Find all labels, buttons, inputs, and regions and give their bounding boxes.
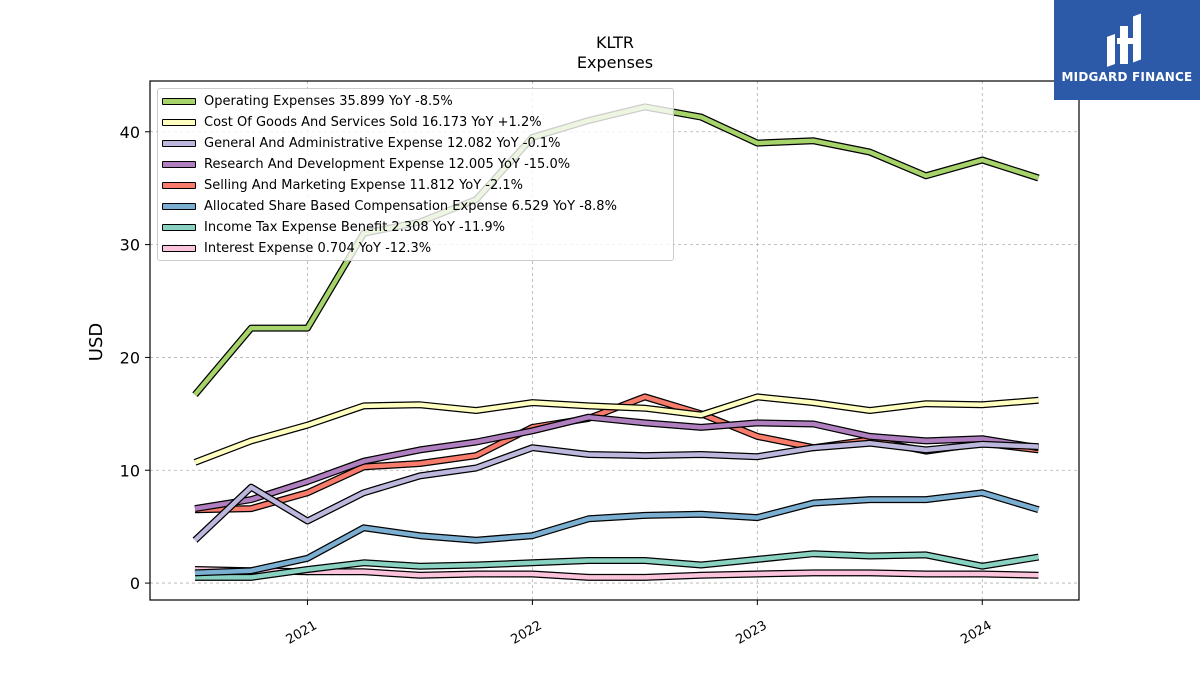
series-line-stroke	[193, 440, 1039, 542]
series-lines	[192, 103, 1040, 581]
series-line-stroke	[194, 490, 1040, 576]
legend-item: Cost Of Goods And Services Sold 16.173 Y…	[158, 112, 673, 133]
legend-swatch	[162, 182, 196, 189]
legend-label: Income Tax Expense Benefit 2.308 YoY -11…	[204, 220, 505, 235]
legend-label: General And Administrative Expense 12.08…	[204, 136, 561, 151]
midgard-logo-icon	[1107, 13, 1141, 67]
y-tick-label: 30	[120, 236, 140, 255]
series-line	[194, 566, 1039, 581]
series-line	[192, 439, 1039, 543]
legend-swatch	[162, 203, 196, 210]
series-line	[193, 393, 1039, 466]
legend-swatch	[162, 119, 196, 126]
legend-item: Interest Expense 0.704 YoY -12.3%	[158, 238, 673, 259]
y-tick-label: 40	[120, 123, 140, 142]
series-line-stroke	[194, 394, 1039, 465]
chart-title: KLTR	[596, 33, 634, 52]
legend-swatch	[162, 161, 196, 168]
y-tick-label: 0	[130, 574, 140, 593]
legend-swatch	[162, 245, 196, 252]
series-line-stroke	[195, 551, 1039, 580]
legend-item: General And Administrative Expense 12.08…	[158, 133, 673, 154]
y-tick-label: 10	[120, 461, 140, 480]
legend-label: Research And Development Expense 12.005 …	[204, 157, 571, 172]
series-line-stroke	[194, 414, 1039, 511]
series-line	[195, 550, 1040, 581]
legend-label: Interest Expense 0.704 YoY -12.3%	[204, 241, 432, 256]
series-line-stroke	[194, 567, 1039, 580]
legend-label: Cost Of Goods And Services Sold 16.173 Y…	[204, 115, 542, 130]
brand-name: MIDGARD FINANCE	[1061, 70, 1193, 84]
plot-frame	[149, 80, 1080, 601]
legend-item: Operating Expenses 35.899 YoY -8.5%	[158, 91, 673, 112]
legend-label: Allocated Share Based Compensation Expen…	[204, 199, 617, 214]
series-line	[194, 413, 1040, 513]
legend-item: Income Tax Expense Benefit 2.308 YoY -11…	[158, 217, 673, 238]
legend: Operating Expenses 35.899 YoY -8.5% Cost …	[157, 88, 674, 261]
legend-swatch	[162, 224, 196, 231]
legend-label: Operating Expenses 35.899 YoY -8.5%	[204, 94, 453, 109]
series-line	[194, 489, 1040, 577]
y-axis-label: USD	[86, 323, 107, 361]
legend-item: Selling And Marketing Expense 11.812 YoY…	[158, 175, 673, 196]
legend-item: Allocated Share Based Compensation Expen…	[158, 196, 673, 217]
legend-item: Research And Development Expense 12.005 …	[158, 154, 673, 175]
legend-swatch	[162, 140, 196, 147]
y-tick-label: 20	[120, 348, 140, 367]
legend-swatch	[162, 98, 196, 105]
chart-subtitle: Expenses	[577, 53, 653, 72]
brand-logo: MIDGARD FINANCE	[1054, 0, 1200, 100]
legend-label: Selling And Marketing Expense 11.812 YoY…	[204, 178, 524, 193]
